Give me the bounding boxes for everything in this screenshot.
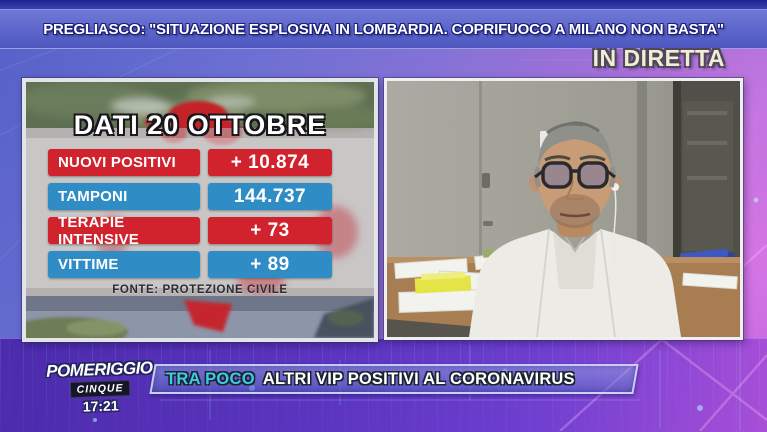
row-value: + 73 xyxy=(208,217,332,244)
table-row-tamponi: TAMPONI 144.737 xyxy=(26,183,374,210)
mouth xyxy=(559,212,591,218)
data-rows: NUOVI POSITIVI + 10.874 TAMPONI 144.737 … xyxy=(26,149,374,278)
earbud-wire xyxy=(612,190,617,262)
row-label: TAMPONI xyxy=(48,183,200,210)
ticker-tag: TRA POCO xyxy=(166,369,255,388)
yellow-notepad xyxy=(414,275,472,294)
table-row-vittime: VITTIME + 89 xyxy=(26,251,374,278)
shirt xyxy=(553,231,597,289)
webcam-scene xyxy=(387,81,740,337)
door-hinge xyxy=(482,173,490,188)
row-label: NUOVI POSITIVI xyxy=(48,149,200,176)
show-logo-subtitle-badge: CINQUE xyxy=(69,379,131,399)
sicily-red-region xyxy=(184,300,232,332)
headline-text: PREGLIASCO: "SITUAZIONE ESPLOSIVA IN LOM… xyxy=(43,20,724,38)
data-source-caption: FONTE: PROTEZIONE CIVILE xyxy=(112,284,288,296)
interviewee xyxy=(469,121,681,337)
video-feed xyxy=(384,78,743,340)
row-value: + 89 xyxy=(208,251,332,278)
door-handle xyxy=(483,221,493,226)
table-row-nuovi-positivi: NUOVI POSITIVI + 10.874 xyxy=(26,149,374,176)
headline-banner: PREGLIASCO: "SITUAZIONE ESPLOSIVA IN LOM… xyxy=(0,9,767,49)
clock: 17:21 xyxy=(82,397,119,415)
ticker-message: ALTRI VIP POSITIVI AL CORONAVIRUS xyxy=(262,369,575,388)
row-value: 144.737 xyxy=(208,183,332,210)
stubble xyxy=(550,194,600,228)
covid-data-panel: DATI 20 OTTOBRE NUOVI POSITIVI + 10.874 … xyxy=(22,78,378,342)
gray-hair xyxy=(538,121,612,167)
live-badge: IN DIRETTA xyxy=(592,45,725,71)
top-dark-strip xyxy=(0,0,767,9)
row-label: TERAPIE INTENSIVE xyxy=(48,214,200,248)
show-logo: POMERIGGIO CINQUE 17:21 xyxy=(43,358,157,416)
panel-title: DATI 20 OTTOBRE xyxy=(73,110,327,140)
show-logo-title: POMERIGGIO xyxy=(45,358,153,381)
laptop-edge xyxy=(387,319,479,337)
table-row-terapie-intensive: TERAPIE INTENSIVE + 73 xyxy=(26,214,374,248)
row-value: + 10.874 xyxy=(208,149,332,176)
news-ticker: TRA POCO ALTRI VIP POSITIVI AL CORONAVIR… xyxy=(149,364,639,394)
row-label: VITTIME xyxy=(48,251,200,278)
eyebrows xyxy=(544,155,606,162)
nose xyxy=(564,180,585,201)
glasses xyxy=(534,161,616,189)
